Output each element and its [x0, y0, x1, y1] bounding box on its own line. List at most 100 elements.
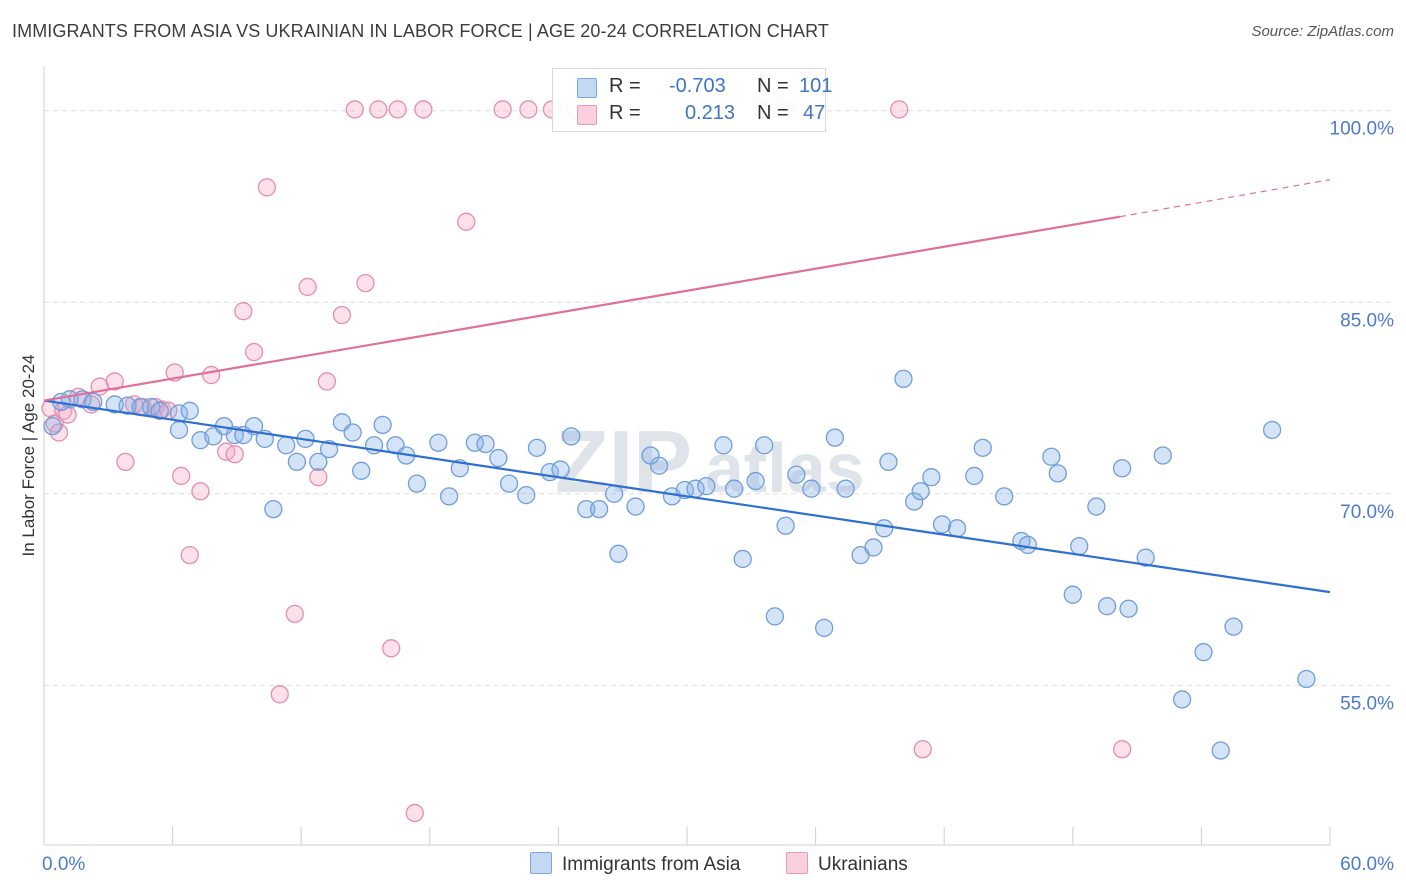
ukrainians-point — [172, 466, 191, 486]
asia-point — [609, 544, 628, 563]
asia-point — [277, 436, 296, 455]
asia-r-label: R = — [609, 75, 641, 97]
x-tick-label: 60.0% — [1340, 854, 1394, 875]
asia-point — [965, 466, 984, 486]
chart-source: Source: ZipAtlas.com — [1251, 23, 1394, 40]
ukrainians-trend-line — [43, 215, 1121, 402]
ukrainians-point — [493, 100, 512, 119]
asia-point — [429, 433, 448, 452]
asia-point — [343, 423, 362, 442]
x-tick-label: 0.0% — [42, 854, 85, 875]
asia-point — [1087, 497, 1106, 516]
bottom-asia-swatch — [530, 852, 552, 874]
ukrainians-point — [191, 482, 210, 501]
asia-trend-line — [43, 399, 1331, 594]
asia-point — [352, 461, 371, 480]
asia-point — [407, 474, 427, 493]
ukrainians-point — [332, 305, 352, 325]
asia-point — [1153, 446, 1172, 465]
ukrainians-n-label: N = — [757, 102, 789, 124]
ukrainians-point — [414, 100, 433, 119]
asia-point — [551, 460, 570, 479]
ukrainians-point — [457, 212, 476, 231]
ukrainians-r-label: R = — [609, 102, 641, 124]
asia-point — [714, 436, 733, 455]
y-tick-label: 55.0% — [1340, 693, 1394, 714]
bottom-legend-ukrainians: Ukrainians — [786, 852, 908, 876]
tick-labels: 100.0% 85.0% 70.0% 55.0% 0.0% 60.0% In Labor F… — [19, 119, 1394, 875]
grid-lines — [44, 110, 1394, 686]
asia-point — [825, 428, 845, 447]
asia-point — [1172, 690, 1192, 709]
asia-point — [577, 499, 596, 519]
asia-point — [932, 515, 952, 534]
asia-point — [733, 549, 752, 569]
asia-point — [373, 415, 392, 435]
asia-point — [589, 499, 609, 519]
ukrainians-point — [317, 372, 337, 391]
asia-point — [287, 452, 307, 472]
asia-point — [489, 448, 508, 468]
asia-point — [476, 434, 495, 454]
ukrainians-point — [234, 302, 253, 321]
y-axis-label: In Labor Force | Age 20-24 — [19, 355, 38, 557]
ukrainians-point — [270, 685, 289, 704]
ukrainians-point — [405, 803, 424, 823]
asia-point — [1018, 535, 1037, 555]
ukrainians-swatch — [577, 105, 597, 125]
ukrainians-point — [345, 100, 364, 119]
ukrainians-point — [202, 365, 221, 385]
ukrainians-point — [105, 372, 124, 391]
ukrainians-point — [244, 342, 264, 362]
asia-point — [1194, 643, 1213, 662]
ukrainians-point — [356, 273, 375, 293]
ukrainians-point — [180, 545, 199, 565]
asia-point — [697, 476, 716, 496]
asia-swatch — [577, 78, 597, 98]
ukrainians-point — [45, 414, 64, 433]
asia-point — [1042, 447, 1061, 466]
asia-point — [169, 420, 189, 440]
asia-point — [947, 519, 967, 538]
asia-point — [815, 618, 834, 638]
asia-point — [517, 485, 536, 505]
asia-point — [755, 436, 774, 455]
asia-point — [499, 474, 519, 493]
asia-point — [1224, 617, 1243, 636]
asia-point — [1136, 548, 1155, 567]
ukrainians-trend-extension — [1119, 179, 1331, 218]
asia-point — [1048, 464, 1067, 483]
ukrainians-r-value: 0.213 — [685, 102, 736, 124]
asia-point — [626, 497, 645, 516]
y-tick-label: 70.0% — [1340, 502, 1394, 523]
asia-point — [776, 516, 795, 535]
asia-point — [150, 401, 169, 420]
asia-points — [43, 369, 1316, 760]
ukrainians-point — [1112, 740, 1132, 759]
asia-point — [169, 404, 189, 423]
asia-point — [309, 452, 328, 472]
bottom-legend-asia: Immigrants from Asia — [530, 852, 740, 876]
ukrainians-point — [285, 604, 304, 624]
stats-legend: R = -0.703 N = 101 R = 0.213 N = 47 — [552, 68, 832, 132]
ukrainians-point — [890, 100, 909, 119]
asia-point — [905, 492, 924, 511]
asia-point — [894, 369, 913, 389]
bottom-ukrainians-label: Ukrainians — [818, 854, 908, 875]
axes — [43, 66, 1331, 846]
asia-point — [604, 484, 624, 503]
asia-point — [439, 487, 459, 506]
asia-n-label: N = — [757, 75, 789, 97]
bottom-asia-label: Immigrants from Asia — [562, 854, 741, 875]
asia-point — [319, 439, 339, 459]
ukrainians-point — [913, 740, 932, 759]
asia-point — [1112, 459, 1132, 478]
asia-n-value: 101 — [799, 75, 833, 97]
ukrainians-point — [388, 100, 407, 119]
asia-point — [264, 499, 283, 519]
asia-point — [1297, 669, 1316, 689]
asia-point — [725, 479, 744, 498]
asia-point — [787, 465, 806, 484]
asia-point — [1097, 597, 1117, 616]
ukrainians-point — [369, 100, 388, 119]
